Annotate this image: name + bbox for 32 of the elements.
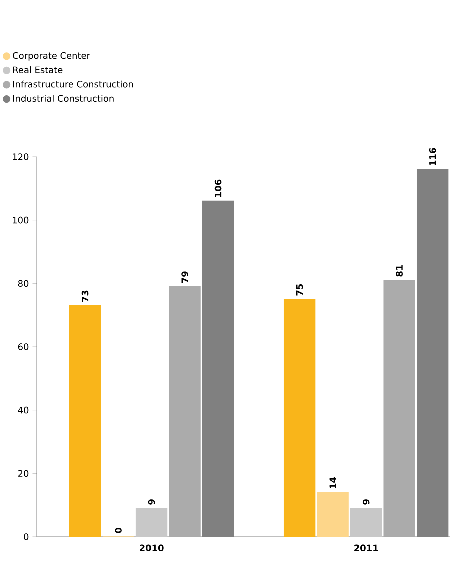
data-label: 81 [396,265,403,277]
bar [350,508,382,538]
data-label: 9 [148,500,156,505]
data-label: 14 [330,477,336,488]
bar [136,508,168,538]
bar [169,286,201,538]
y-tick-label: 0 [24,534,29,540]
legend-label: Infrastructure Construction [13,80,134,88]
bar [317,492,349,538]
x-tick-label: 2011 [354,544,378,552]
bar [384,280,416,538]
data-label: 79 [182,272,188,284]
data-label: 9 [362,500,370,505]
bar [202,200,234,538]
y-tick-label: 100 [13,216,29,224]
data-label: 0 [115,528,122,534]
y-tick-label: 40 [18,406,29,414]
legend-label: Industrial Construction [13,95,114,102]
y-tick-label: 20 [18,470,29,478]
bar [416,169,449,538]
data-label: 106 [214,180,222,198]
bar [69,305,102,538]
legend-label: Real Estate [13,66,63,74]
bar [284,299,316,538]
legend-label: Corporate Center [13,52,90,61]
data-label: 75 [296,284,304,296]
y-tick-label: 120 [13,154,29,160]
x-tick-label: 2010 [140,544,164,552]
data-label: 116 [429,148,436,166]
y-tick-label: 80 [18,280,29,288]
data-label: 73 [82,290,89,302]
y-tick-label: 60 [18,344,29,350]
